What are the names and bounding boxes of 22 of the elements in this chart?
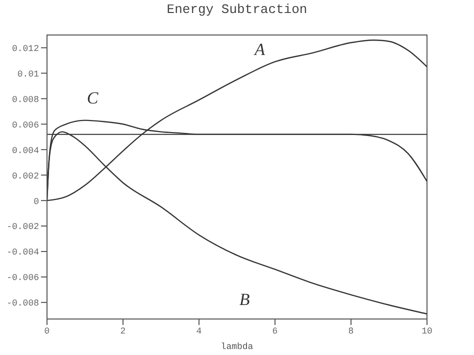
y-tick-label: -0.004 <box>6 248 39 258</box>
x-tick-label: 4 <box>196 326 202 336</box>
x-tick-label: 6 <box>272 326 278 336</box>
y-tick-label: 0.004 <box>12 146 39 156</box>
y-tick-label: 0.002 <box>12 171 39 182</box>
y-tick-label: 0.01 <box>17 69 39 80</box>
y-tick-label: -0.006 <box>6 273 39 284</box>
y-tick-label: 0.012 <box>12 44 39 54</box>
series-label: C <box>86 88 99 108</box>
x-axis-title: lambda <box>220 342 254 352</box>
x-tick-label: 0 <box>44 326 50 336</box>
series-label: A <box>254 40 266 60</box>
y-tick-label: -0.008 <box>6 298 39 309</box>
y-tick-label: 0 <box>34 196 39 207</box>
x-tick-label: 8 <box>348 326 354 336</box>
y-tick-label: 0.008 <box>12 94 39 105</box>
y-tick-label: -0.002 <box>6 222 39 232</box>
series-label: B <box>239 290 250 310</box>
chart-title: Energy Subtraction <box>166 2 308 17</box>
y-tick-label: 0.006 <box>12 120 39 130</box>
x-tick-label: 2 <box>120 326 126 336</box>
x-tick-label: 10 <box>422 326 432 336</box>
